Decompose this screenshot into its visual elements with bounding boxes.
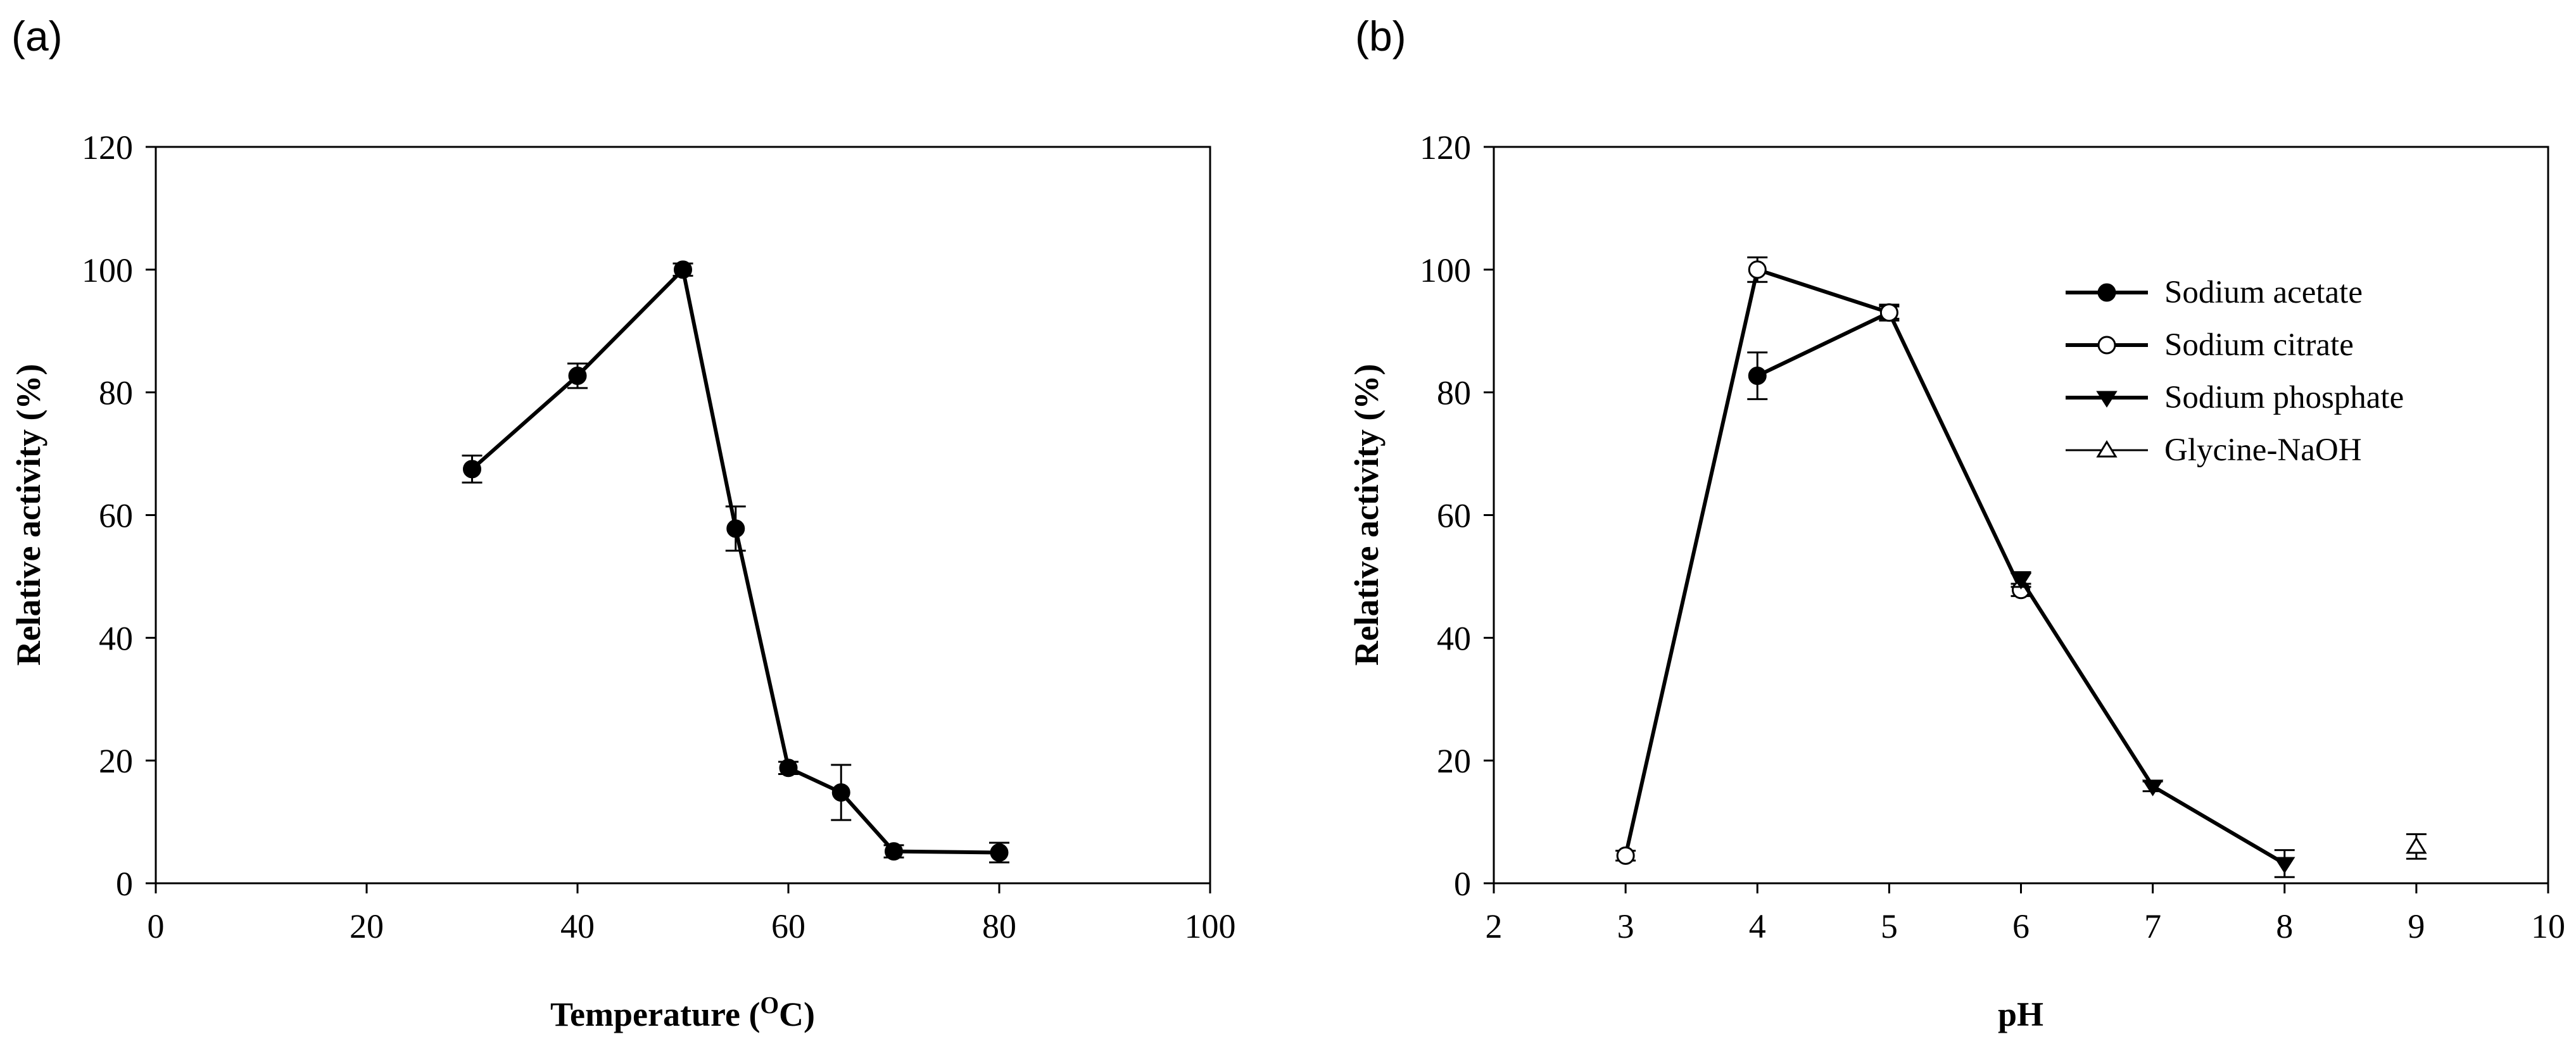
series-line-sodium-citrate (1624, 267, 2023, 857)
panel-b-series (1615, 256, 2427, 878)
data-point-sodium-phosphate (2010, 572, 2032, 590)
data-point-glycine-naoh (2406, 836, 2427, 854)
data-point-sodium-citrate (1616, 846, 1635, 865)
panel-b-x-tick-label: 4 (1749, 907, 1766, 945)
data-point-activity (674, 260, 692, 279)
data-point-sodium-phosphate (2274, 857, 2295, 874)
panel-a-label: (a) (11, 13, 63, 60)
series-line-sodium-acetate (1756, 310, 1890, 378)
data-point-sodium-phosphate (2142, 779, 2164, 797)
panel-b-y-tick-label: 120 (1420, 129, 1471, 167)
panel-a-y-tick-label: 0 (116, 865, 133, 903)
panel-a-x-tick-label: 60 (771, 907, 805, 945)
series-line-sodium-phosphate (2019, 578, 2286, 866)
panel-a-y-tick-label: 20 (99, 742, 133, 780)
panel-b-y-tick-label: 60 (1437, 497, 1471, 535)
data-point-sodium-citrate (1748, 260, 1767, 279)
panel-b-x-tick-label: 9 (2408, 907, 2425, 945)
panel-a-x-tick-label: 80 (982, 907, 1016, 945)
legend-item-sodium-acetate: Sodium acetate (2066, 275, 2363, 310)
panel-b-y-tick-label: 100 (1420, 251, 1471, 289)
panel-b-x-tick-label: 2 (1486, 907, 1503, 945)
legend-item-sodium-phosphate: Sodium phosphate (2066, 380, 2404, 415)
panel-b-x-axis-title: pH (1998, 995, 2043, 1033)
panel-b-x-tick-label: 8 (2276, 907, 2293, 945)
legend-label-glycine-naoh: Glycine-NaOH (2164, 432, 2362, 468)
data-point-activity (779, 759, 798, 778)
data-point-activity (885, 842, 903, 861)
panel-a-y-tick-label: 60 (99, 497, 133, 535)
panel-a-x-axis-title: Temperature (OC) (550, 992, 815, 1033)
legend-marker-sodium-phosphate (2096, 391, 2118, 408)
panel-a-series (462, 260, 1009, 864)
panel-b-y-tick-label: 20 (1437, 742, 1471, 780)
panel-b-y-tick-label: 40 (1437, 619, 1471, 657)
panel-a-x-tick-label: 100 (1185, 907, 1236, 945)
legend-marker-glycine-naoh (2096, 440, 2118, 458)
panel-a-x-tick-label: 40 (560, 907, 595, 945)
legend-label-sodium-citrate: Sodium citrate (2164, 327, 2354, 363)
panel-b-x-tick-label: 10 (2531, 907, 2565, 945)
panel-a-axis-ticks: 0 20 40 60 80 100 0 20 40 60 80 100 120 (82, 129, 1236, 945)
data-point-activity (990, 843, 1009, 862)
legend-marker-sodium-citrate (2097, 336, 2116, 355)
data-point-activity (831, 783, 850, 802)
data-point-sodium-citrate (1879, 303, 1898, 322)
panel-b-y-axis-title: Relative activity (%) (1348, 364, 1386, 666)
data-point-sodium-acetate (1748, 366, 1767, 385)
legend-marker-sodium-acetate (2097, 283, 2116, 302)
panel-b-x-tick-label: 5 (1881, 907, 1898, 945)
panel-b-x-tick-label: 7 (2144, 907, 2161, 945)
panel-a-y-tick-label: 40 (99, 619, 133, 657)
panel-b-plot-frame (1493, 146, 2549, 885)
panel-a-x-tick-label: 20 (350, 907, 384, 945)
panel-a-y-tick-label: 100 (82, 251, 133, 289)
panel-a-x-tick-label: 0 (148, 907, 165, 945)
series-line-activity (470, 265, 1000, 855)
panel-b-label: (b) (1355, 13, 1406, 60)
panel-b-x-tick-label: 6 (2012, 907, 2030, 945)
panel-a: (a) 0 20 40 60 80 100 0 20 40 60 80 100 120 Temperat… (9, 13, 1236, 1033)
panel-a-y-axis-title: Relative activity (%) (9, 364, 47, 666)
panel-a-y-tick-label: 80 (99, 374, 133, 412)
panel-b-y-tick-label: 80 (1437, 374, 1471, 412)
data-point-activity (726, 519, 745, 538)
data-point-activity (463, 460, 481, 479)
legend-item-sodium-citrate: Sodium citrate (2066, 327, 2354, 363)
panel-b-x-tick-label: 3 (1617, 907, 1634, 945)
panel-a-y-tick-label: 120 (82, 129, 133, 167)
legend-label-sodium-phosphate: Sodium phosphate (2164, 380, 2404, 415)
panel-a-plot-frame (155, 146, 1211, 885)
legend-label-sodium-acetate: Sodium acetate (2164, 275, 2363, 310)
data-point-activity (568, 366, 587, 385)
legend-item-glycine-naoh: Glycine-NaOH (2066, 432, 2362, 468)
legend: Sodium acetate Sodium citrate Sodium pho… (2066, 275, 2404, 468)
panel-b-y-tick-label: 0 (1454, 865, 1471, 903)
